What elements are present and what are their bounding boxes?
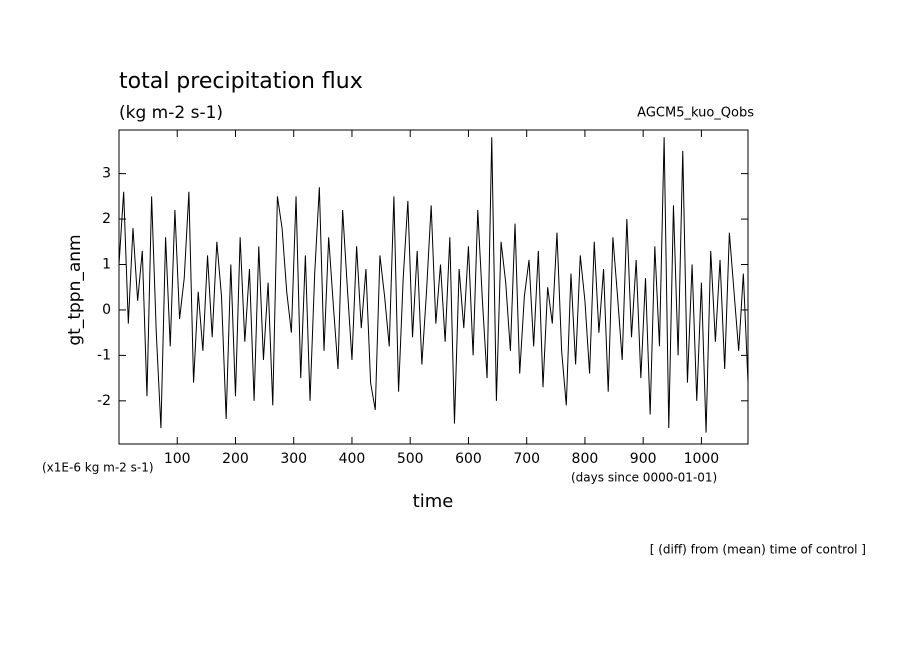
data-line — [118, 137, 749, 433]
y-tick-label: -1 — [97, 347, 111, 363]
y-tick-label: 1 — [102, 257, 111, 273]
chart-subtitle: (kg m-2 s-1) — [119, 103, 223, 123]
y-tick-label: 0 — [102, 302, 111, 318]
y-tick-label: -2 — [97, 393, 111, 409]
x-tick-label: 700 — [513, 451, 540, 467]
x-tick-label: 300 — [280, 451, 307, 467]
x-unit: (days since 0000-01-01) — [571, 471, 717, 485]
x-tick-label: 500 — [397, 451, 424, 467]
x-tick-label: 400 — [339, 451, 366, 467]
x-tick-label: 800 — [572, 451, 599, 467]
x-tick-label: 900 — [630, 451, 657, 467]
x-tick-label: 1000 — [684, 451, 720, 467]
x-axis-label: time — [413, 491, 454, 512]
x-tick-label: 200 — [222, 451, 249, 467]
chart-title: total precipitation flux — [119, 69, 363, 94]
y-tick-label: 2 — [102, 211, 111, 227]
footnote: [ (diff) from (mean) time of control ] — [650, 543, 866, 557]
experiment-label: AGCM5_kuo_Qobs — [637, 106, 754, 121]
y-tick-label: 3 — [102, 166, 111, 182]
x-tick-label: 100 — [164, 451, 191, 467]
x-tick-label: 600 — [455, 451, 482, 467]
y-axis-label: gt_tppn_anm — [65, 234, 85, 345]
plot-frame — [118, 129, 749, 445]
y-unit: (x1E-6 kg m-2 s-1) — [42, 461, 154, 475]
